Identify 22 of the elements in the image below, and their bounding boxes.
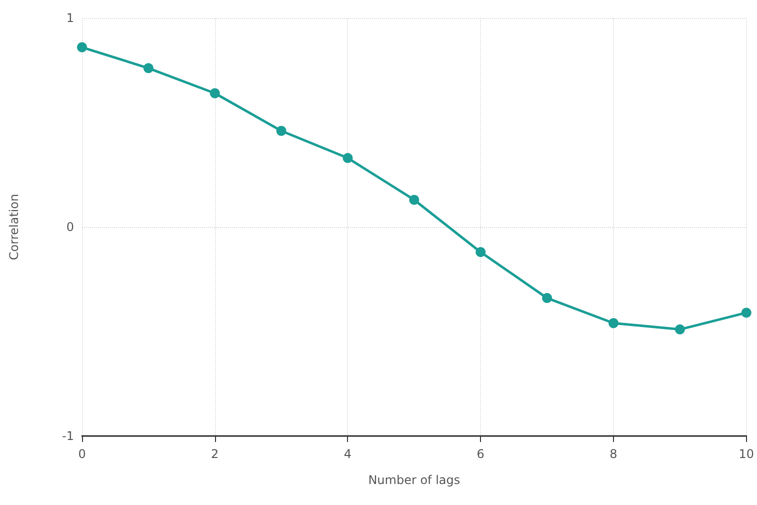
x-tick-label: 8 bbox=[610, 447, 618, 461]
x-axis-title: Number of lags bbox=[368, 473, 460, 487]
point bbox=[342, 153, 353, 164]
x-tick-label: 0 bbox=[78, 447, 86, 461]
point bbox=[674, 324, 685, 334]
point bbox=[276, 126, 286, 136]
y-axis-title: Correlation bbox=[7, 194, 21, 260]
point bbox=[542, 293, 552, 304]
x-tick-label: 6 bbox=[476, 447, 484, 461]
point bbox=[741, 308, 752, 318]
x-tick-label: 2 bbox=[211, 447, 219, 461]
y-tick-label: -1 bbox=[62, 429, 74, 443]
point bbox=[143, 63, 154, 74]
point bbox=[608, 318, 618, 328]
point bbox=[409, 194, 420, 205]
point bbox=[210, 88, 220, 98]
y-tick-label: 1 bbox=[66, 11, 74, 25]
x-tick-label: 4 bbox=[344, 447, 352, 461]
point bbox=[476, 247, 486, 258]
point bbox=[77, 42, 87, 52]
x-tick-label: 10 bbox=[738, 447, 754, 461]
y-tick-label: 0 bbox=[66, 220, 74, 234]
